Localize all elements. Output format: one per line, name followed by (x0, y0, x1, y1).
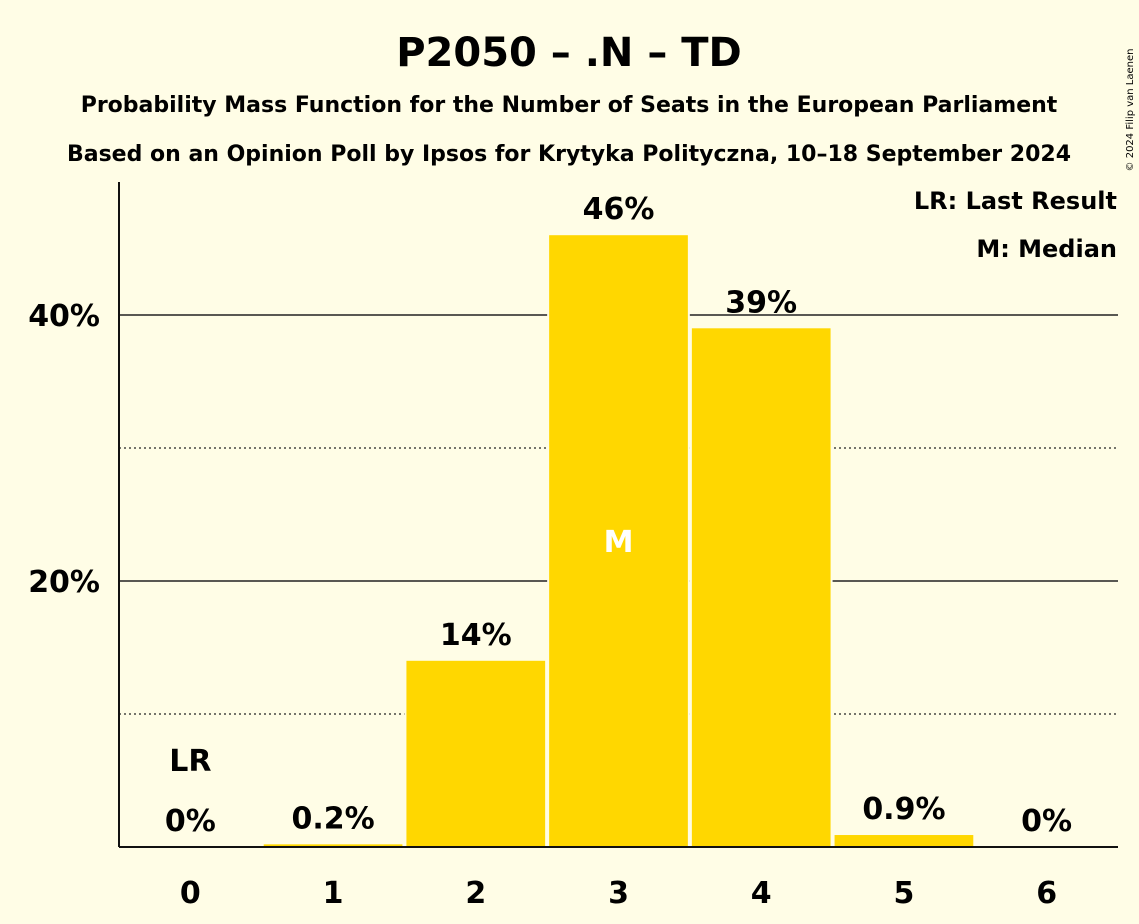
legend-last-result: LR: Last Result (914, 187, 1117, 215)
bar-2 (406, 660, 546, 847)
chart-subtitle-1: Probability Mass Function for the Number… (81, 93, 1058, 118)
axes (118, 182, 1118, 848)
bar-labels: 0% 0 LR 0.2% 1 14% 2 46% 3 M 39% 4 0.9% 5 0% 6 (165, 192, 1072, 911)
bar-value-label: 0% (165, 804, 216, 839)
y-tick-label: 40% (28, 299, 100, 334)
chart-subtitle-2: Based on an Opinion Poll by Ipsos for Kr… (67, 142, 1071, 167)
copyright-notice: © 2024 Filip van Laenen (1125, 49, 1136, 172)
chart-title: P2050 – .N – TD (396, 30, 742, 76)
bar-5 (834, 835, 974, 847)
x-tick-label: 4 (751, 876, 772, 911)
x-tick-label: 6 (1036, 876, 1057, 911)
x-tick-label: 2 (465, 876, 486, 911)
bar-value-label: 39% (725, 285, 797, 320)
bar-value-label: 14% (440, 618, 512, 653)
bar-value-label: 0% (1021, 804, 1072, 839)
x-tick-label: 5 (893, 876, 914, 911)
legend-median: M: Median (976, 235, 1117, 263)
bar-value-label: 0.2% (291, 801, 374, 836)
last-result-marker: LR (169, 744, 211, 779)
median-marker: M (604, 525, 634, 560)
bar-4 (691, 328, 831, 847)
x-tick-label: 0 (180, 876, 201, 911)
bar-value-label: 0.9% (862, 792, 945, 827)
bars (261, 233, 976, 847)
bar-value-label: 46% (583, 192, 655, 227)
x-tick-label: 3 (608, 876, 629, 911)
x-tick-label: 1 (323, 876, 344, 911)
bar-3 (549, 235, 688, 847)
bar-1 (263, 844, 403, 847)
y-tick-label: 20% (28, 565, 100, 600)
